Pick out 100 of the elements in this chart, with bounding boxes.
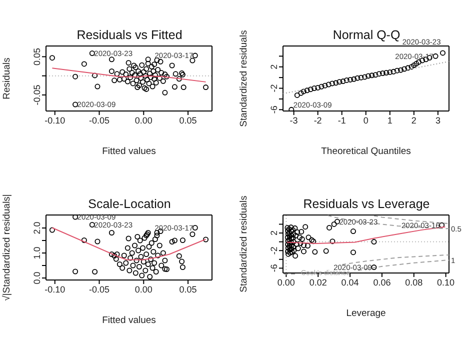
point	[312, 249, 318, 255]
chart-title: Scale-Location	[87, 197, 172, 211]
point	[294, 229, 300, 235]
point	[405, 65, 411, 71]
x-axis-title: Fitted values	[102, 315, 156, 326]
point	[371, 264, 377, 270]
point	[322, 82, 328, 88]
point	[293, 232, 299, 238]
point	[411, 62, 417, 68]
point	[371, 239, 377, 245]
line-series	[342, 254, 449, 266]
point	[304, 243, 310, 249]
point	[288, 106, 294, 111]
point	[340, 78, 346, 84]
point	[295, 246, 301, 252]
point	[330, 238, 336, 244]
point	[394, 68, 400, 74]
x-tick-label: -0.10	[44, 284, 66, 294]
point	[308, 86, 314, 92]
y-tick-label: -6	[269, 106, 279, 114]
y-tick-label: -2	[269, 246, 279, 255]
point	[331, 221, 337, 227]
point	[384, 70, 390, 76]
point	[318, 84, 324, 90]
line-series	[52, 68, 206, 82]
chart-title: Residuals vs Fitted	[76, 28, 184, 42]
point	[351, 76, 357, 82]
point	[311, 86, 317, 92]
point	[358, 74, 364, 80]
x-tick-label: -0.05	[89, 115, 110, 126]
point	[288, 224, 294, 230]
x-tick-label: -1	[338, 115, 346, 126]
x-tick-label: -0.10	[44, 115, 66, 126]
chart-title: Normal Q-Q	[332, 28, 400, 42]
point	[304, 88, 310, 94]
point	[336, 79, 342, 85]
x-tick-label: 0.00	[134, 284, 152, 294]
point	[299, 236, 305, 242]
point	[302, 224, 308, 230]
point	[298, 240, 304, 246]
chart-title: Residuals vs Leverage	[302, 197, 431, 211]
x-tick-label: 0.04	[341, 277, 359, 288]
point	[291, 248, 297, 254]
y-axis-title: Standardized residuals	[238, 30, 250, 127]
x-tick-label: 0.05	[179, 284, 197, 294]
x-tick-label: 0.00	[277, 277, 295, 288]
point	[298, 228, 304, 234]
x-tick-label: -0.05	[89, 284, 110, 294]
point	[289, 249, 295, 255]
point	[369, 72, 375, 78]
point	[390, 68, 396, 74]
point	[310, 238, 316, 244]
point	[294, 92, 300, 98]
point	[439, 222, 445, 228]
point	[354, 75, 360, 81]
point	[323, 248, 329, 254]
point	[398, 67, 404, 73]
point	[414, 60, 420, 66]
point	[326, 224, 332, 230]
point	[301, 242, 306, 248]
point	[326, 82, 332, 88]
point	[301, 248, 306, 254]
point	[344, 77, 350, 83]
point	[387, 69, 393, 75]
point	[330, 80, 335, 86]
point	[408, 64, 414, 70]
y-tick-label: 0.05	[32, 48, 42, 66]
point	[372, 72, 378, 78]
point	[297, 234, 303, 240]
x-tick-label: 0.10	[437, 277, 455, 288]
x-tick-label: 0.08	[405, 277, 423, 288]
x-tick-label: 1	[387, 115, 392, 126]
point	[348, 76, 354, 82]
x-tick-label: 3	[435, 115, 440, 126]
x-tick-label: -2	[314, 115, 322, 126]
point	[292, 225, 298, 231]
y-tick-label: -2	[269, 84, 279, 92]
point	[402, 66, 408, 72]
point	[440, 50, 446, 56]
y-axis-title: √|Standardized residuals|	[1, 194, 12, 301]
point	[315, 84, 321, 90]
point	[333, 80, 339, 86]
x-tick-label: 0.06	[373, 277, 391, 288]
x-tick-label: -3	[290, 115, 298, 126]
y-axis-title: Standardized residuals	[238, 195, 250, 292]
x-tick-label: 0.05	[179, 115, 197, 126]
point	[300, 88, 306, 94]
y-tick-label: 2	[269, 230, 279, 236]
x-tick-label: 0.02	[309, 277, 327, 288]
y-axis-title: Residuals	[1, 57, 12, 100]
point	[308, 237, 314, 243]
point	[350, 250, 356, 256]
y-tick-label: 0.0	[32, 272, 42, 284]
point	[366, 73, 372, 79]
y-tick-label: -6	[269, 264, 279, 272]
point	[362, 74, 368, 80]
point	[376, 71, 382, 77]
point	[294, 241, 300, 247]
x-tick-label: 0.00	[134, 115, 152, 126]
point	[350, 228, 356, 234]
